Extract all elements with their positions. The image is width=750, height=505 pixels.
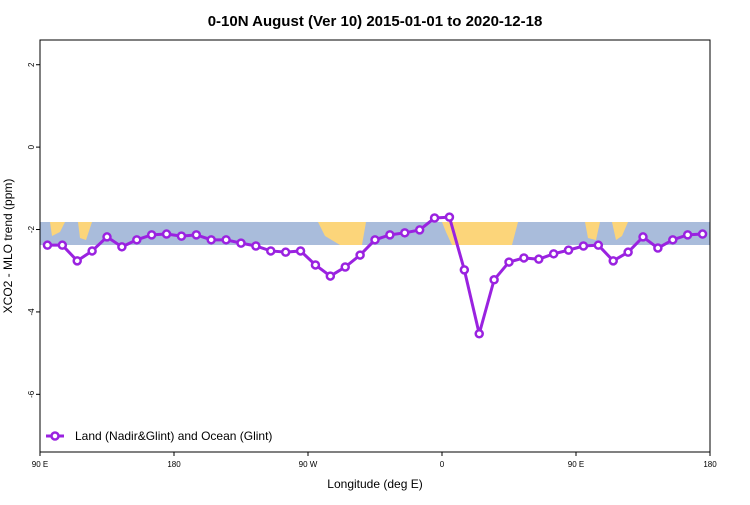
x-tick-label: 90 W	[299, 460, 318, 469]
point	[117, 242, 127, 252]
point	[682, 230, 693, 240]
point	[414, 225, 425, 235]
y-tick-label: -2	[27, 225, 36, 233]
point	[578, 241, 589, 251]
point	[385, 230, 395, 240]
point	[310, 260, 321, 270]
x-tick-label: 0	[440, 460, 445, 469]
point	[548, 249, 559, 259]
x-tick-label: 180	[167, 460, 181, 469]
y-axis-label: XCO2 - MLO trend (ppm)	[1, 179, 15, 314]
point	[72, 256, 82, 266]
point	[534, 254, 544, 264]
point	[295, 246, 306, 256]
point	[563, 245, 574, 255]
point	[236, 238, 246, 248]
point	[146, 230, 157, 240]
point	[668, 235, 678, 245]
x-tick-label: 90 E	[32, 460, 48, 469]
point	[459, 265, 470, 275]
point	[132, 235, 142, 245]
point	[444, 212, 455, 222]
point	[429, 213, 440, 223]
point	[355, 250, 365, 260]
plot-frame	[39, 39, 711, 453]
point	[221, 235, 231, 245]
point	[266, 246, 276, 256]
point	[280, 247, 291, 257]
point	[638, 232, 648, 242]
point	[325, 271, 336, 281]
legend-marker	[50, 431, 60, 441]
point	[608, 256, 618, 266]
x-axis-label: Longitude (deg E)	[327, 477, 422, 491]
point	[653, 243, 663, 253]
point	[400, 228, 410, 238]
point	[519, 253, 529, 263]
y-tick-label: -6	[27, 390, 36, 398]
point	[504, 257, 514, 267]
point	[161, 229, 172, 239]
point	[57, 240, 68, 250]
y-tick-label: -4	[27, 308, 36, 316]
point	[489, 275, 499, 285]
y-tick-label: 0	[27, 144, 36, 149]
chart-title: 0-10N August (Ver 10) 2015-01-01 to 2020…	[208, 13, 543, 30]
point	[206, 235, 216, 245]
point	[251, 241, 261, 251]
y-tick-label: 2	[27, 62, 36, 67]
legend-label: Land (Nadir&Glint) and Ocean (Glint)	[75, 429, 272, 443]
x-tick-label: 90 E	[568, 460, 584, 469]
point	[697, 229, 708, 239]
point	[623, 247, 633, 257]
point	[42, 240, 53, 250]
point	[87, 246, 97, 256]
point	[593, 240, 604, 250]
point	[176, 231, 187, 241]
x-tick-label: 180	[703, 460, 717, 469]
point	[191, 230, 202, 240]
point	[474, 329, 484, 339]
point	[340, 262, 350, 272]
point	[370, 235, 380, 245]
point	[102, 232, 112, 242]
